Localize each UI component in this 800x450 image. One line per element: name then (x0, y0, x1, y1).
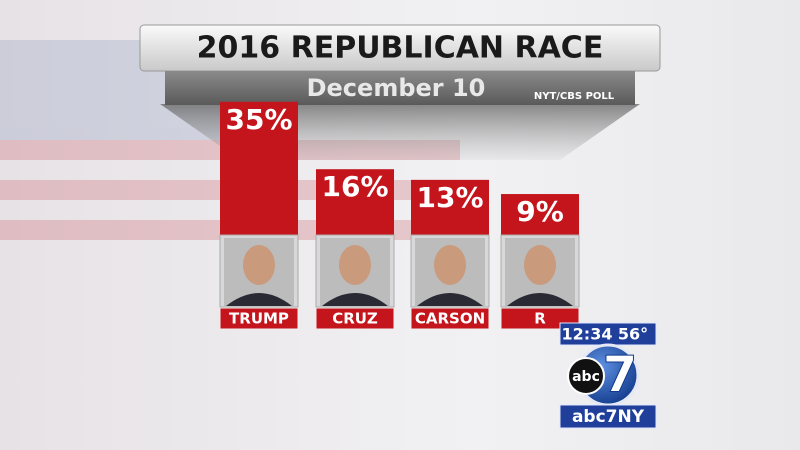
photo-head (434, 245, 466, 285)
category-label: R (534, 310, 546, 328)
category-label: CRUZ (332, 310, 378, 328)
photo-head (339, 245, 371, 285)
name-box (315, 307, 395, 330)
photo-body (226, 293, 292, 306)
value-label: 13% (416, 181, 483, 214)
temperature: 56° (618, 325, 648, 344)
station-bug: 12:34 56° abc 7 abc7NY (559, 322, 657, 429)
bar (501, 194, 579, 235)
value-label: 16% (321, 170, 388, 203)
channel-box (559, 404, 657, 429)
source: NYT/CBS POLL (534, 91, 615, 102)
time: 12:34 (562, 325, 613, 344)
subtitle: December 10 (307, 74, 486, 102)
category-label: CARSON (415, 310, 485, 328)
chart-title: 2016 REPUBLICAN RACE (197, 31, 604, 66)
value-label: 35% (225, 103, 292, 136)
channel: abc7NY (572, 407, 645, 427)
photo-body (322, 293, 388, 306)
name-box (410, 307, 490, 330)
bar (316, 169, 394, 235)
category-label: TRUMP (229, 310, 289, 328)
bar (220, 101, 298, 235)
photo-head (243, 245, 275, 285)
logo-abc: abc (572, 369, 600, 385)
photo-body (417, 293, 483, 306)
value-label: 9% (516, 195, 564, 228)
subtitle-banner (165, 71, 635, 105)
name-box (219, 307, 299, 330)
photo-head (524, 245, 556, 285)
bar (411, 179, 489, 235)
logo-seven: 7 (603, 346, 638, 404)
photo-body (507, 293, 573, 306)
logo-abc-circle (567, 357, 605, 395)
